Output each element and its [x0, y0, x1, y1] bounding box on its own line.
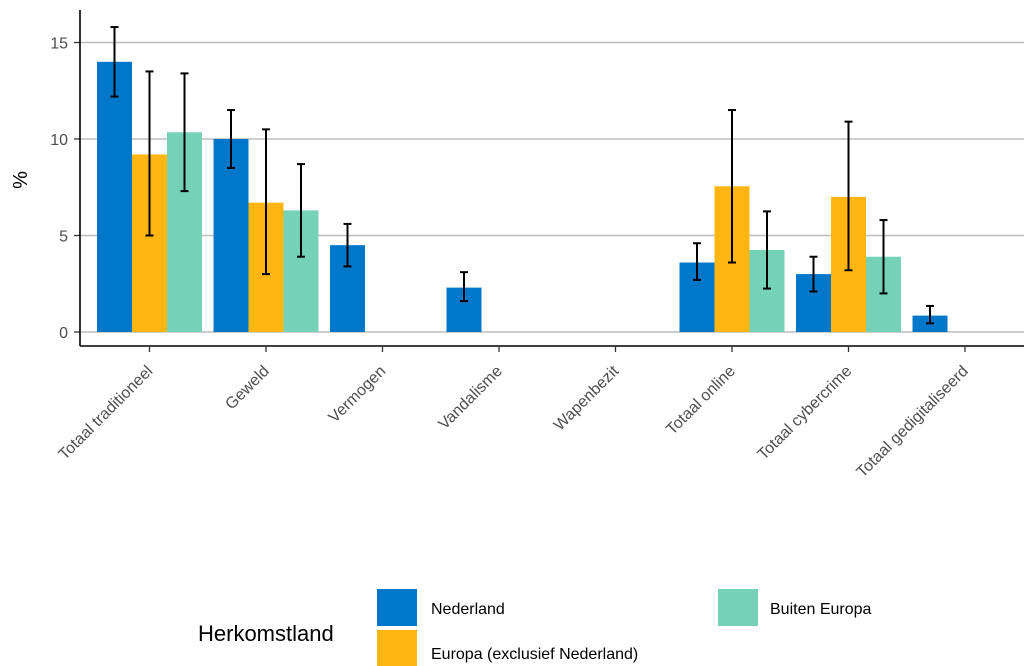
y-tick-label: 10	[50, 132, 68, 149]
y-tick-label: 5	[59, 229, 68, 246]
y-tick-label: 0	[59, 325, 68, 342]
x-tick-label: Vermogen	[326, 363, 390, 427]
x-tick-label: Vandalisme	[436, 363, 506, 433]
y-tick-label: 15	[50, 36, 68, 53]
x-tick-label: Totaal gedigitaliseerd	[854, 363, 972, 481]
x-tick-label: Totaal cybercrime	[755, 363, 856, 464]
legend-label: Nederland	[431, 601, 505, 618]
x-tick-label: Totaal online	[663, 363, 739, 439]
bar	[97, 61, 132, 333]
y-axis-title: %	[10, 171, 32, 189]
legend-key	[377, 630, 417, 666]
legend-key	[377, 589, 417, 626]
legend-label: Europa (exclusief Nederland)	[431, 646, 638, 663]
x-tick-label: Wapenbezit	[551, 362, 623, 434]
x-tick-label: Totaal traditioneel	[56, 363, 157, 464]
legend-label: Buiten Europa	[770, 601, 872, 618]
legend-title: Herkomstland	[198, 621, 334, 646]
bar	[213, 139, 249, 332]
legend-key	[718, 589, 758, 626]
x-tick-label: Geweld	[222, 363, 272, 413]
